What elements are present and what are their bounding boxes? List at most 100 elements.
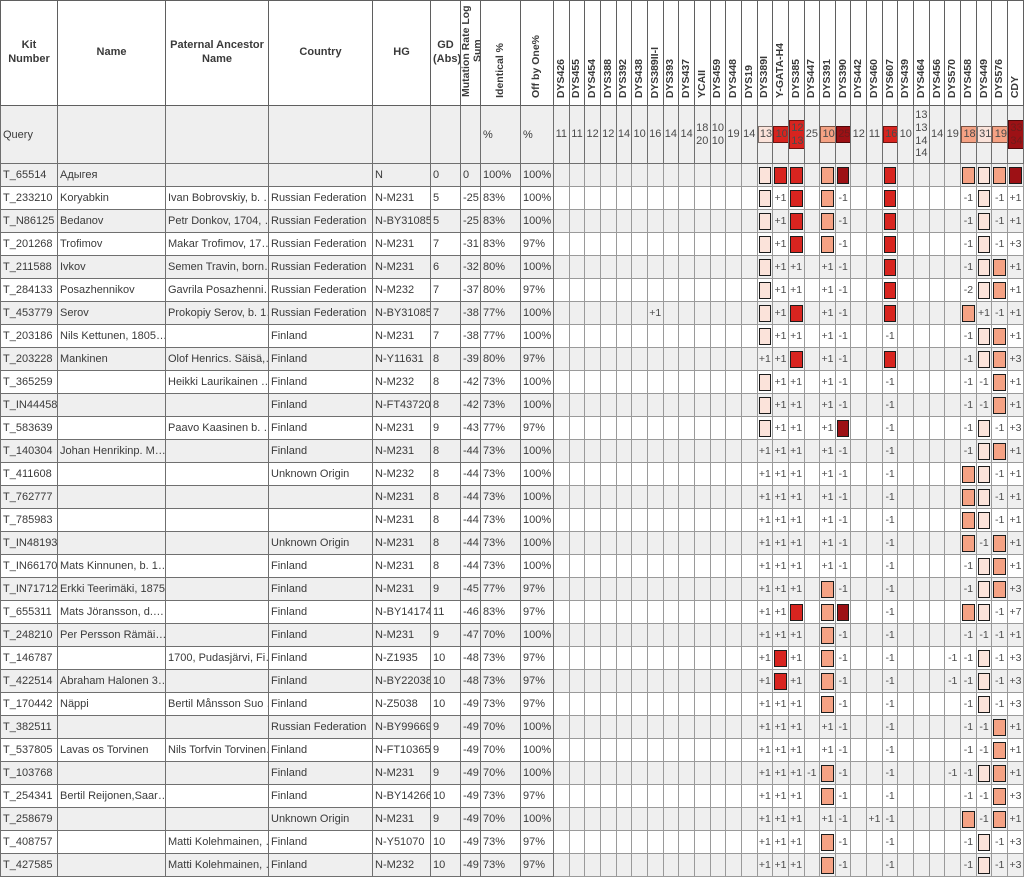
cell-kit[interactable]: T_N86125: [0, 209, 58, 233]
col-header-name[interactable]: Name: [57, 0, 166, 106]
marker-cell-Y-GATA-H4: +1: [772, 738, 789, 762]
marker-cell-DYS454: [584, 738, 601, 762]
marker-cell-DYS456: [928, 485, 946, 509]
cell-kit[interactable]: T_203186: [0, 324, 58, 348]
cell-kit[interactable]: T_211588: [0, 255, 58, 279]
marker-cell-DYS437: [678, 416, 695, 440]
marker-header-DYS439[interactable]: DYS439: [897, 0, 915, 106]
marker-header-DYS460[interactable]: DYS460: [866, 0, 883, 106]
marker-header-DYS607[interactable]: DYS607: [881, 0, 899, 106]
cell-kit[interactable]: T_203228: [0, 347, 58, 371]
col-header-ancestor[interactable]: Paternal Ancestor Name: [165, 0, 269, 106]
col-header-offbyone[interactable]: Off by One%: [520, 0, 554, 106]
cell-kit[interactable]: T_103768: [0, 761, 58, 785]
marker-cell-DYS458: -1: [960, 324, 977, 348]
marker-header-YCAII[interactable]: YCAII: [693, 0, 711, 106]
cell-kit[interactable]: T_170442: [0, 692, 58, 716]
cell-hg: N-FT43720: [372, 393, 431, 417]
col-header-hg[interactable]: HG: [372, 0, 431, 106]
cell-kit[interactable]: T_408757: [0, 830, 58, 854]
marker-header-DYS455[interactable]: DYS455: [568, 0, 586, 106]
cell-kit[interactable]: T_201268: [0, 232, 58, 256]
marker-header-CDY[interactable]: CDY: [1007, 0, 1024, 106]
cell-kit[interactable]: T_453779: [0, 301, 58, 325]
marker-cell-DYS442: [850, 186, 868, 210]
col-header-gd[interactable]: GD (Abs): [430, 0, 461, 106]
cell-kit[interactable]: T_382511: [0, 715, 58, 739]
cell-country: Finland: [268, 554, 373, 578]
cell-country: Finland: [268, 347, 373, 371]
marker-header-DYS426[interactable]: DYS426: [553, 0, 570, 106]
table-row: T_248210 Per Persson Rämäi… Finland N-M231 9…: [0, 623, 1024, 647]
marker-header-DYS19[interactable]: DYS19: [740, 0, 758, 106]
cell-kit[interactable]: T_411608: [0, 462, 58, 486]
cell-kit[interactable]: T_284133: [0, 278, 58, 302]
cell-kit[interactable]: T_146787: [0, 646, 58, 670]
cell-kit[interactable]: T_785983: [0, 508, 58, 532]
cell-kit[interactable]: T_365259: [0, 370, 58, 394]
cell-kit[interactable]: T_IN44458: [0, 393, 58, 417]
col-header-kit[interactable]: Kit Number: [0, 0, 58, 106]
cell-name: Lavas os Torvinen: [57, 738, 166, 762]
marker-cell-DYS393: [662, 278, 680, 302]
cell-kit[interactable]: T_583639: [0, 416, 58, 440]
marker-header-DYS391[interactable]: DYS391: [819, 0, 836, 106]
marker-header-Y-GATA-H4[interactable]: Y-GATA-H4: [772, 0, 789, 106]
marker-cell-DYS447: [803, 669, 821, 693]
match-block: [774, 649, 787, 667]
marker-header-DYS438[interactable]: DYS438: [631, 0, 648, 106]
marker-cell-YCAII: [693, 669, 711, 693]
marker-header-DYS385[interactable]: DYS385: [787, 0, 805, 106]
marker-cell-DYS449: +1: [975, 301, 993, 325]
marker-cell-DYS389I: +1: [756, 853, 774, 877]
cell-kit[interactable]: T_427585: [0, 853, 58, 877]
marker-header-DYS437[interactable]: DYS437: [678, 0, 695, 106]
marker-header-DYS570[interactable]: DYS570: [944, 0, 962, 106]
cell-kit[interactable]: T_655311: [0, 600, 58, 624]
cell-kit[interactable]: T_248210: [0, 623, 58, 647]
cell-kit[interactable]: T_258679: [0, 807, 58, 831]
marker-header-DYS389I[interactable]: DYS389I: [756, 0, 774, 106]
marker-header-DYS448[interactable]: DYS448: [725, 0, 742, 106]
col-header-country[interactable]: Country: [268, 0, 373, 106]
col-header-identical[interactable]: Identical %: [480, 0, 521, 106]
marker-header-DYS576[interactable]: DYS576: [991, 0, 1009, 106]
col-header-mrls[interactable]: Mutation Rate Log Sum: [460, 0, 481, 106]
cell-mrls: -44: [460, 439, 481, 463]
marker-cell-DYS449: [975, 324, 993, 348]
marker-header-DYS459[interactable]: DYS459: [709, 0, 727, 106]
cell-kit[interactable]: T_IN66170: [0, 554, 58, 578]
cell-kit[interactable]: T_140304: [0, 439, 58, 463]
cell-mrls: -46: [460, 600, 481, 624]
marker-cell-DYS455: [568, 209, 586, 233]
marker-cell-DYS389I: [756, 186, 774, 210]
marker-header-DYS454[interactable]: DYS454: [584, 0, 601, 106]
match-block: [993, 741, 1007, 759]
marker-header-DYS456[interactable]: DYS456: [928, 0, 946, 106]
marker-cell-DYS389II-I: [646, 508, 664, 532]
cell-kit[interactable]: T_IN48193: [0, 531, 58, 555]
marker-header-DYS449[interactable]: DYS449: [975, 0, 993, 106]
cell-kit[interactable]: T_537805: [0, 738, 58, 762]
marker-header-DYS393[interactable]: DYS393: [662, 0, 680, 106]
marker-cell-DYS392: [615, 853, 633, 877]
cell-offbyone: 97%: [520, 278, 554, 302]
cell-country: Finland: [268, 416, 373, 440]
cell-kit[interactable]: T_233210: [0, 186, 58, 210]
marker-header-DYS442[interactable]: DYS442: [850, 0, 868, 106]
marker-cell-DYS439: [897, 623, 915, 647]
cell-kit[interactable]: T_IN71712: [0, 577, 58, 601]
marker-header-DYS390[interactable]: DYS390: [834, 0, 852, 106]
marker-header-DYS388[interactable]: DYS388: [599, 0, 617, 106]
marker-header-DYS458[interactable]: DYS458: [960, 0, 977, 106]
cell-kit[interactable]: T_254341: [0, 784, 58, 808]
marker-header-DYS389II-I[interactable]: DYS389II-I: [646, 0, 664, 106]
cell-kit[interactable]: T_422514: [0, 669, 58, 693]
marker-header-DYS392[interactable]: DYS392: [615, 0, 633, 106]
marker-cell-DYS448: [725, 784, 742, 808]
cell-mrls: -32: [460, 255, 481, 279]
marker-header-DYS464[interactable]: DYS464: [913, 0, 930, 106]
cell-kit[interactable]: T_65514: [0, 163, 58, 187]
marker-header-DYS447[interactable]: DYS447: [803, 0, 821, 106]
cell-kit[interactable]: T_762777: [0, 485, 58, 509]
